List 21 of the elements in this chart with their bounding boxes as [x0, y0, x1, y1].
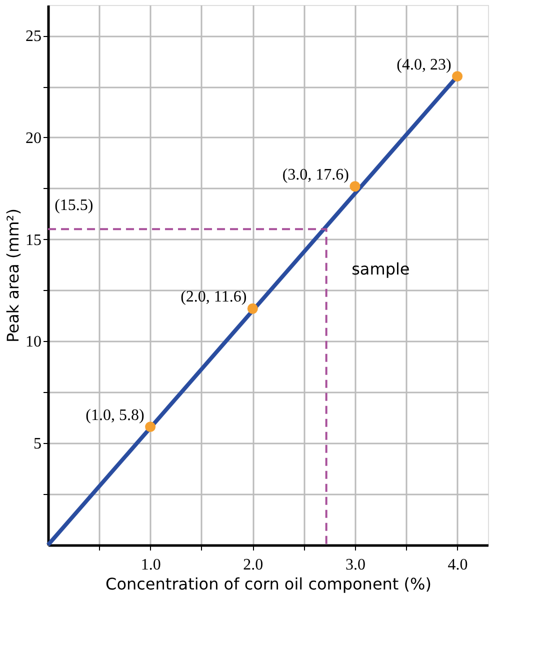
x-tick-label: 2.0: [243, 556, 264, 574]
x-tick-label: 4.0: [448, 556, 468, 574]
data-label: (2.0, 11.6): [180, 288, 247, 306]
y-tick-label: 15: [26, 232, 42, 249]
point: [247, 303, 258, 314]
x-axis-title: Concentration of corn oil component (%): [106, 574, 432, 594]
y-axis-title: Peak area (mm²): [4, 208, 22, 342]
annotation: (15.5): [54, 196, 94, 214]
annotation: sample: [352, 260, 410, 279]
y-tick-label: 10: [26, 334, 42, 351]
point: [145, 422, 156, 432]
data-label: (1.0, 5.8): [86, 406, 144, 424]
y-tick-label: 5: [34, 436, 42, 453]
x-tick-label: 3.0: [345, 556, 366, 574]
data-label: (3.0, 17.6): [282, 166, 349, 184]
data-label: (4.0, 23): [396, 56, 452, 74]
point: [452, 71, 463, 82]
point: [350, 181, 360, 192]
y-tick-label: 25: [26, 28, 42, 46]
x-tick-label: 1.0: [140, 556, 161, 574]
y-tick-label: 20: [26, 130, 42, 147]
